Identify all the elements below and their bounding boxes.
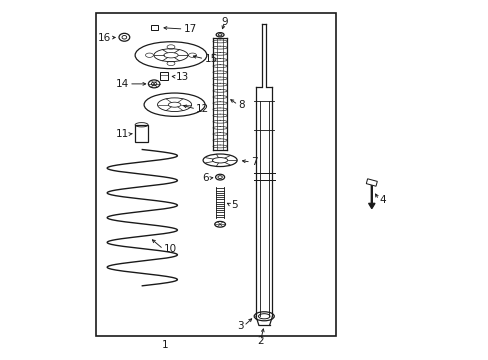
Text: 12: 12	[196, 104, 209, 114]
FancyArrow shape	[368, 184, 374, 209]
Text: 8: 8	[238, 100, 244, 110]
Text: 5: 5	[230, 200, 237, 210]
Bar	[96, 13, 335, 336]
Bar	[366, 179, 377, 186]
Text: 14: 14	[116, 79, 129, 89]
Text: 11: 11	[116, 129, 129, 139]
Text: 15: 15	[204, 54, 217, 64]
Text: 17: 17	[183, 24, 196, 34]
Bar	[135, 125, 148, 142]
Bar	[159, 72, 168, 80]
Text: 3: 3	[237, 321, 244, 331]
Text: 6: 6	[203, 173, 209, 183]
Text: 7: 7	[250, 157, 257, 167]
Text: 2: 2	[257, 336, 264, 346]
Text: 9: 9	[221, 17, 227, 27]
Bar	[151, 25, 158, 30]
Text: 13: 13	[175, 72, 188, 82]
Text: 4: 4	[378, 195, 385, 205]
Text: 16: 16	[97, 33, 110, 42]
Text: 1: 1	[162, 340, 168, 350]
Text: 10: 10	[163, 244, 176, 254]
